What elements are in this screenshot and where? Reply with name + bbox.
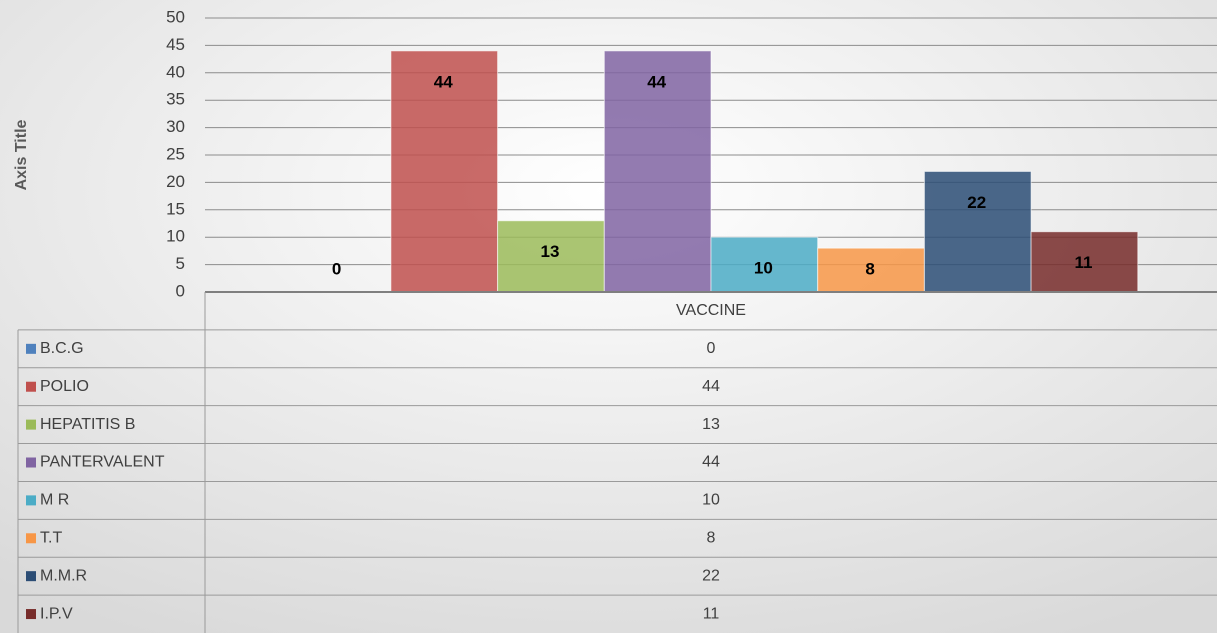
y-tick-label: 50 bbox=[166, 7, 185, 26]
y-tick-label: 5 bbox=[176, 254, 185, 273]
legend-label: POLIO bbox=[40, 378, 89, 395]
legend-key bbox=[26, 457, 36, 468]
table-value: 11 bbox=[703, 605, 720, 622]
legend-label: B.C.G bbox=[40, 340, 84, 357]
legend-key bbox=[26, 381, 36, 392]
bar bbox=[497, 220, 605, 293]
data-label: 8 bbox=[865, 259, 874, 278]
legend-key bbox=[26, 495, 36, 506]
data-label: 10 bbox=[754, 259, 773, 278]
table-value: 0 bbox=[707, 340, 716, 357]
table-value: 44 bbox=[702, 454, 720, 471]
y-tick-label: 30 bbox=[166, 117, 185, 136]
y-tick-label: 45 bbox=[166, 35, 185, 54]
legend-label: T.T bbox=[40, 529, 62, 546]
data-label: 11 bbox=[1074, 253, 1092, 272]
data-label: 22 bbox=[967, 193, 986, 212]
bar bbox=[817, 247, 925, 293]
y-tick-label: 0 bbox=[176, 281, 185, 300]
y-tick-label: 20 bbox=[166, 172, 185, 191]
table-header: VACCINE bbox=[676, 302, 746, 319]
table-value: 10 bbox=[702, 492, 720, 509]
bar bbox=[923, 170, 1032, 293]
legend-key bbox=[26, 609, 36, 620]
legend-label: HEPATITIS B bbox=[40, 416, 135, 433]
y-tick-label: 10 bbox=[166, 227, 185, 246]
y-tick-label: 15 bbox=[166, 199, 185, 218]
y-axis-title: Axis Title bbox=[13, 119, 30, 190]
legend-label: I.P.V bbox=[40, 605, 73, 622]
y-tick-label: 40 bbox=[166, 62, 185, 81]
legend-label: PANTERVALENT bbox=[40, 454, 165, 471]
legend-label: M.M.R bbox=[40, 567, 87, 584]
table-value: 13 bbox=[702, 416, 720, 433]
bar bbox=[603, 50, 712, 293]
legend-key bbox=[26, 343, 36, 354]
table-value: 44 bbox=[702, 378, 720, 395]
table-value: 22 bbox=[702, 567, 720, 584]
table-value: 8 bbox=[707, 529, 716, 546]
data-label: 13 bbox=[540, 242, 559, 261]
legend-label: M R bbox=[40, 492, 69, 509]
legend-key bbox=[26, 571, 36, 582]
data-label: 0 bbox=[332, 259, 341, 278]
y-tick-label: 35 bbox=[166, 90, 185, 109]
legend-key bbox=[26, 533, 36, 544]
y-tick-label: 25 bbox=[166, 144, 185, 163]
data-label: 44 bbox=[434, 72, 453, 91]
legend-key bbox=[26, 419, 36, 430]
bar bbox=[390, 50, 499, 293]
data-label: 44 bbox=[647, 72, 666, 91]
